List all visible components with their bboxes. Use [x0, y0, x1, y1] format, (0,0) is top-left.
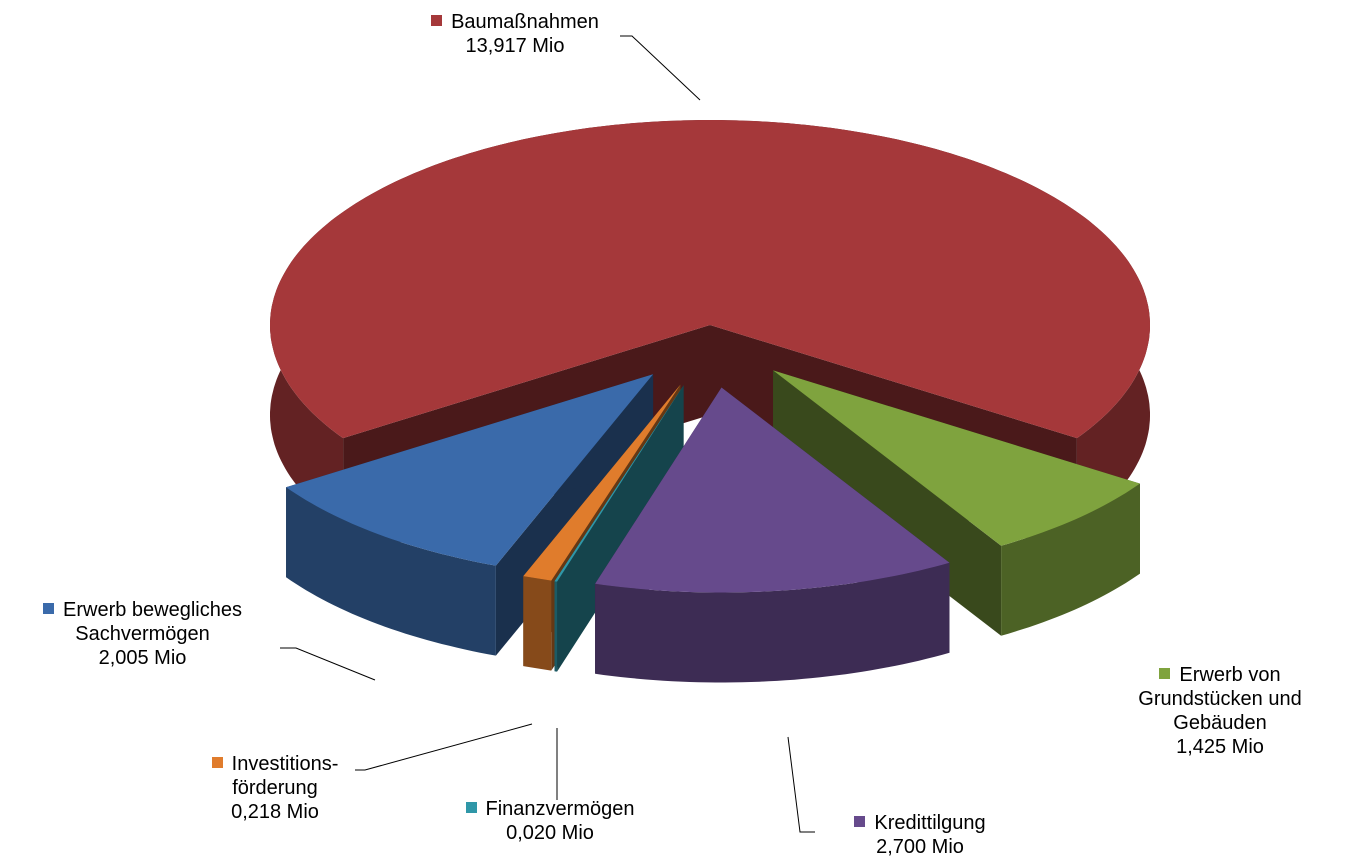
value-label: 1,425 Mio	[1176, 736, 1264, 758]
category-label: Baumaßnahmen	[451, 11, 599, 33]
leader-line	[280, 647, 376, 681]
legend-swatch	[211, 757, 223, 768]
slice-side	[554, 385, 684, 672]
slice	[554, 385, 684, 582]
category-label: Erwerb von Grundstücken und Gebäuden	[1138, 664, 1302, 734]
data-label: Baumaßnahmen 13,917 Mio	[390, 10, 640, 58]
slice	[523, 384, 681, 581]
slice-side	[554, 581, 558, 672]
slice-side	[595, 562, 950, 683]
legend-swatch	[431, 15, 443, 26]
data-label: Finanzvermögen 0,020 Mio	[430, 797, 670, 845]
slice	[270, 120, 1150, 439]
value-label: 0,020 Mio	[506, 822, 594, 844]
slice-side	[1001, 483, 1140, 636]
slice	[595, 387, 950, 593]
leader-line	[355, 723, 533, 771]
category-label: Erwerb bewegliches Sachvermögen	[63, 599, 242, 645]
category-label: Kredittilgung	[874, 812, 986, 834]
legend-swatch	[465, 802, 477, 813]
value-label: 0,218 Mio	[231, 801, 319, 823]
slice	[286, 374, 654, 566]
data-label: Erwerb bewegliches Sachvermögen 2,005 Mio	[0, 598, 285, 670]
value-label: 2,005 Mio	[98, 647, 187, 669]
leader-line	[620, 35, 701, 101]
leader-line	[787, 736, 815, 833]
slice-side	[523, 576, 552, 671]
slice-side	[286, 487, 496, 656]
data-label: Erwerb von Grundstücken und Gebäuden 1,42…	[1095, 663, 1345, 759]
value-label: 2,700 Mio	[876, 836, 964, 858]
legend-swatch	[854, 816, 866, 827]
data-label: Investitions-förderung 0,218 Mio	[180, 752, 370, 824]
legend-swatch	[43, 603, 54, 614]
slice	[773, 370, 1140, 546]
category-label: Finanzvermögen	[485, 798, 635, 820]
data-label: Kredittilgung 2,700 Mio	[820, 811, 1020, 859]
category-label: Investitions-förderung	[231, 753, 339, 799]
legend-swatch	[1159, 668, 1171, 679]
value-label: 13,917 Mio	[465, 35, 565, 57]
